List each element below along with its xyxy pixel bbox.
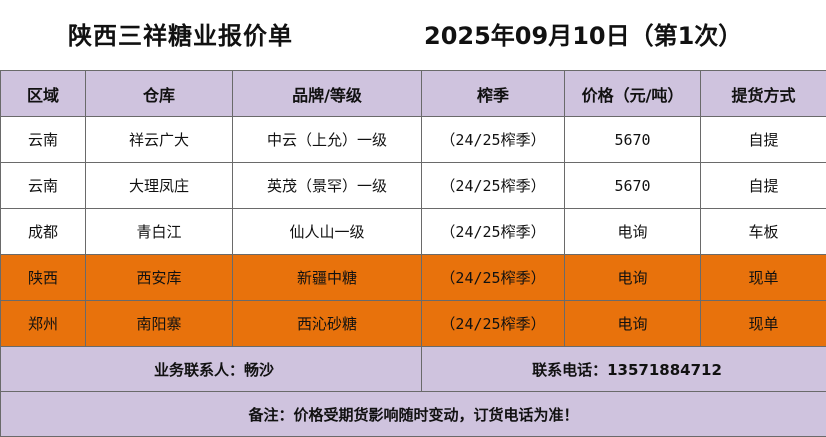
cell-pickup: 自提 [701,163,826,209]
cell-season: （24/25榨季） [422,255,565,301]
note-row: 备注：价格受期货影响随时变动，订货电话为准！ [1,392,826,437]
cell-region: 云南 [1,117,86,163]
table-header-row: 区域 仓库 品牌/等级 榨季 价格（元/吨） 提货方式 [1,71,826,117]
cell-pickup: 自提 [701,117,826,163]
contact-phone: 联系电话：13571884712 [422,347,826,392]
header-region: 区域 [1,71,86,117]
cell-pickup: 现单 [701,301,826,347]
quote-date: 2025年09月10日（第1次） [424,16,742,51]
cell-warehouse: 南阳寨 [86,301,233,347]
cell-region: 陕西 [1,255,86,301]
cell-pickup: 车板 [701,209,826,255]
table-row: 成都 青白江 仙人山一级 （24/25榨季） 电询 车板 [1,209,826,255]
cell-warehouse: 西安库 [86,255,233,301]
cell-brand: 西沁砂糖 [233,301,422,347]
contact-person: 业务联系人：畅沙 [1,347,422,392]
table-row: 云南 大理凤庄 英茂（景罕）一级 （24/25榨季） 5670 自提 [1,163,826,209]
header-pickup: 提货方式 [701,71,826,117]
cell-price: 电询 [565,209,701,255]
cell-brand: 新疆中糖 [233,255,422,301]
cell-price: 5670 [565,163,701,209]
cell-season: （24/25榨季） [422,209,565,255]
note-text: 备注：价格受期货影响随时变动，订货电话为准！ [1,392,826,437]
cell-brand: 中云（上允）一级 [233,117,422,163]
cell-region: 郑州 [1,301,86,347]
cell-price: 5670 [565,117,701,163]
cell-warehouse: 大理凤庄 [86,163,233,209]
cell-warehouse: 祥云广大 [86,117,233,163]
contact-row: 业务联系人：畅沙 联系电话：13571884712 [1,347,826,392]
header-price: 价格（元/吨） [565,71,701,117]
header-season: 榨季 [422,71,565,117]
cell-brand: 英茂（景罕）一级 [233,163,422,209]
cell-region: 成都 [1,209,86,255]
cell-price: 电询 [565,255,701,301]
title-bar: 陕西三祥糖业报价单 2025年09月10日（第1次） [0,0,826,70]
cell-brand: 仙人山一级 [233,209,422,255]
cell-price: 电询 [565,301,701,347]
table-row-highlighted: 郑州 南阳寨 西沁砂糖 （24/25榨季） 电询 现单 [1,301,826,347]
cell-season: （24/25榨季） [422,117,565,163]
cell-season: （24/25榨季） [422,301,565,347]
header-warehouse: 仓库 [86,71,233,117]
company-title: 陕西三祥糖业报价单 [68,16,293,51]
cell-warehouse: 青白江 [86,209,233,255]
cell-pickup: 现单 [701,255,826,301]
price-table: 区域 仓库 品牌/等级 榨季 价格（元/吨） 提货方式 云南 祥云广大 中云（上… [0,70,826,437]
header-brand: 品牌/等级 [233,71,422,117]
cell-season: （24/25榨季） [422,163,565,209]
table-row-highlighted: 陕西 西安库 新疆中糖 （24/25榨季） 电询 现单 [1,255,826,301]
cell-region: 云南 [1,163,86,209]
table-row: 云南 祥云广大 中云（上允）一级 （24/25榨季） 5670 自提 [1,117,826,163]
